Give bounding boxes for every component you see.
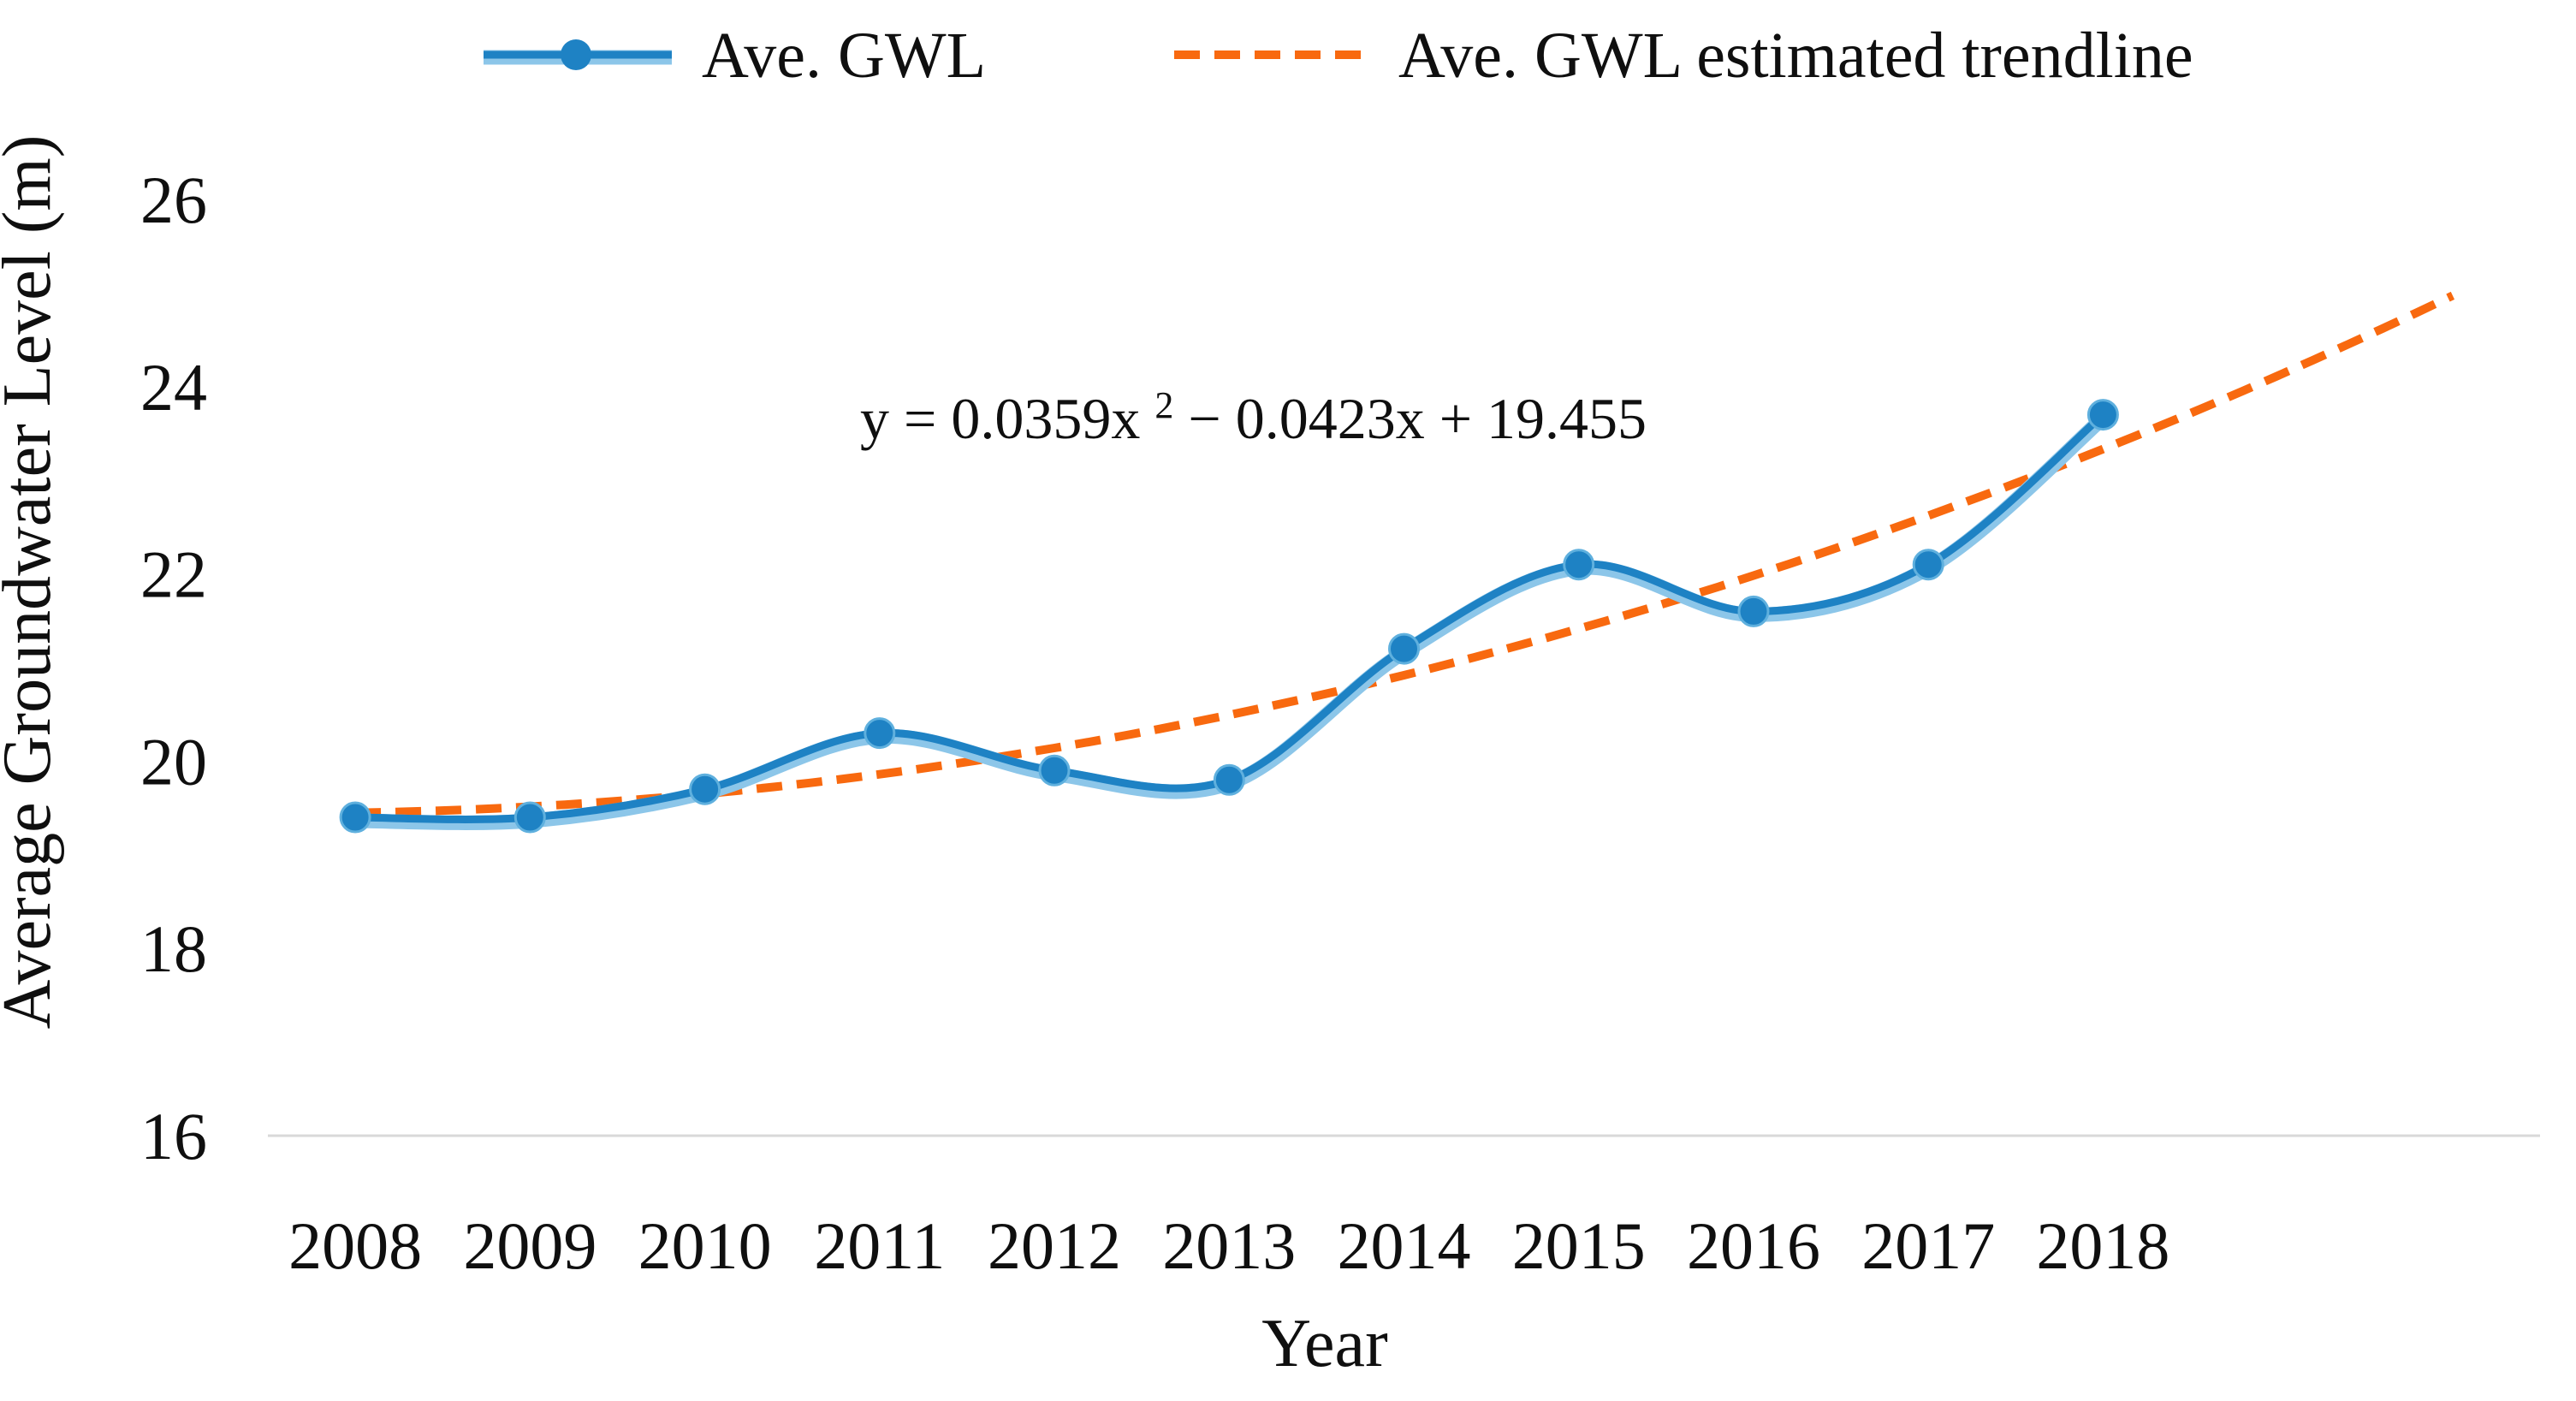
x-axis-tick-2011: 2011 — [814, 1208, 945, 1283]
x-axis-title: Year — [1261, 1306, 1387, 1381]
gwl-line — [351, 411, 2107, 823]
x-axis-tick-2008: 2008 — [288, 1208, 422, 1283]
data-point-2012 — [1038, 754, 1071, 787]
data-point-2010 — [689, 773, 721, 805]
data-point-2017 — [1912, 549, 1944, 581]
legend: Ave. GWL Ave. GWL estimated trendline — [484, 20, 2193, 92]
y-axis-tick-18: 18 — [140, 911, 207, 986]
y-axis-tick-20: 20 — [140, 724, 207, 798]
y-axis-tick-24: 24 — [140, 350, 207, 424]
x-axis-tick-2014: 2014 — [1338, 1208, 1471, 1283]
y-axis-tick-26: 26 — [140, 163, 207, 237]
data-point-2018 — [2086, 399, 2119, 431]
data-point-2008 — [339, 801, 371, 834]
plot-area: 16 18 20 22 24 26 2008 2009 2010 2011 2012 2013 2014… — [140, 163, 2455, 1283]
data-point-2013 — [1213, 763, 1245, 796]
y-axis-tick-22: 22 — [140, 537, 207, 612]
equation-suffix: − 0.0423x + 19.455 — [1188, 386, 1647, 451]
x-axis-tick-2012: 2012 — [988, 1208, 1121, 1283]
x-axis-tick-2018: 2018 — [2036, 1208, 2169, 1283]
y-axis-tick-16: 16 — [140, 1099, 207, 1173]
x-axis-tick-2010: 2010 — [638, 1208, 772, 1283]
equation-prefix: y = 0.0359x — [860, 386, 1140, 451]
data-point-2016 — [1737, 595, 1770, 627]
legend-item-ave-gwl: Ave. GWL — [484, 20, 986, 92]
data-point-2014 — [1388, 632, 1420, 665]
data-point-2015 — [1563, 549, 1595, 581]
x-axis-tick-2015: 2015 — [1512, 1208, 1646, 1283]
x-axis-tick-2009: 2009 — [463, 1208, 597, 1283]
equation-superscript: 2 — [1154, 384, 1173, 426]
trendline-path — [355, 291, 2455, 817]
y-axis-title: Average Groundwater Level (m) — [0, 135, 65, 1030]
legend-marker-icon — [561, 39, 591, 70]
gwl-line-halo — [347, 411, 2110, 830]
trendline-equation: y = 0.0359x 2 − 0.0423x + 19.455 — [860, 365, 1647, 451]
x-axis-tick-2013: 2013 — [1162, 1208, 1296, 1283]
legend-item-trendline: Ave. GWL estimated trendline — [1174, 20, 2193, 92]
x-axis-tick-2017: 2017 — [1861, 1208, 1995, 1283]
legend-label-trendline: Ave. GWL estimated trendline — [1398, 20, 2193, 92]
legend-label-ave-gwl: Ave. GWL — [702, 20, 986, 92]
data-point-2009 — [513, 801, 546, 834]
x-axis-tick-2016: 2016 — [1687, 1208, 1820, 1283]
data-point-2011 — [864, 717, 896, 750]
